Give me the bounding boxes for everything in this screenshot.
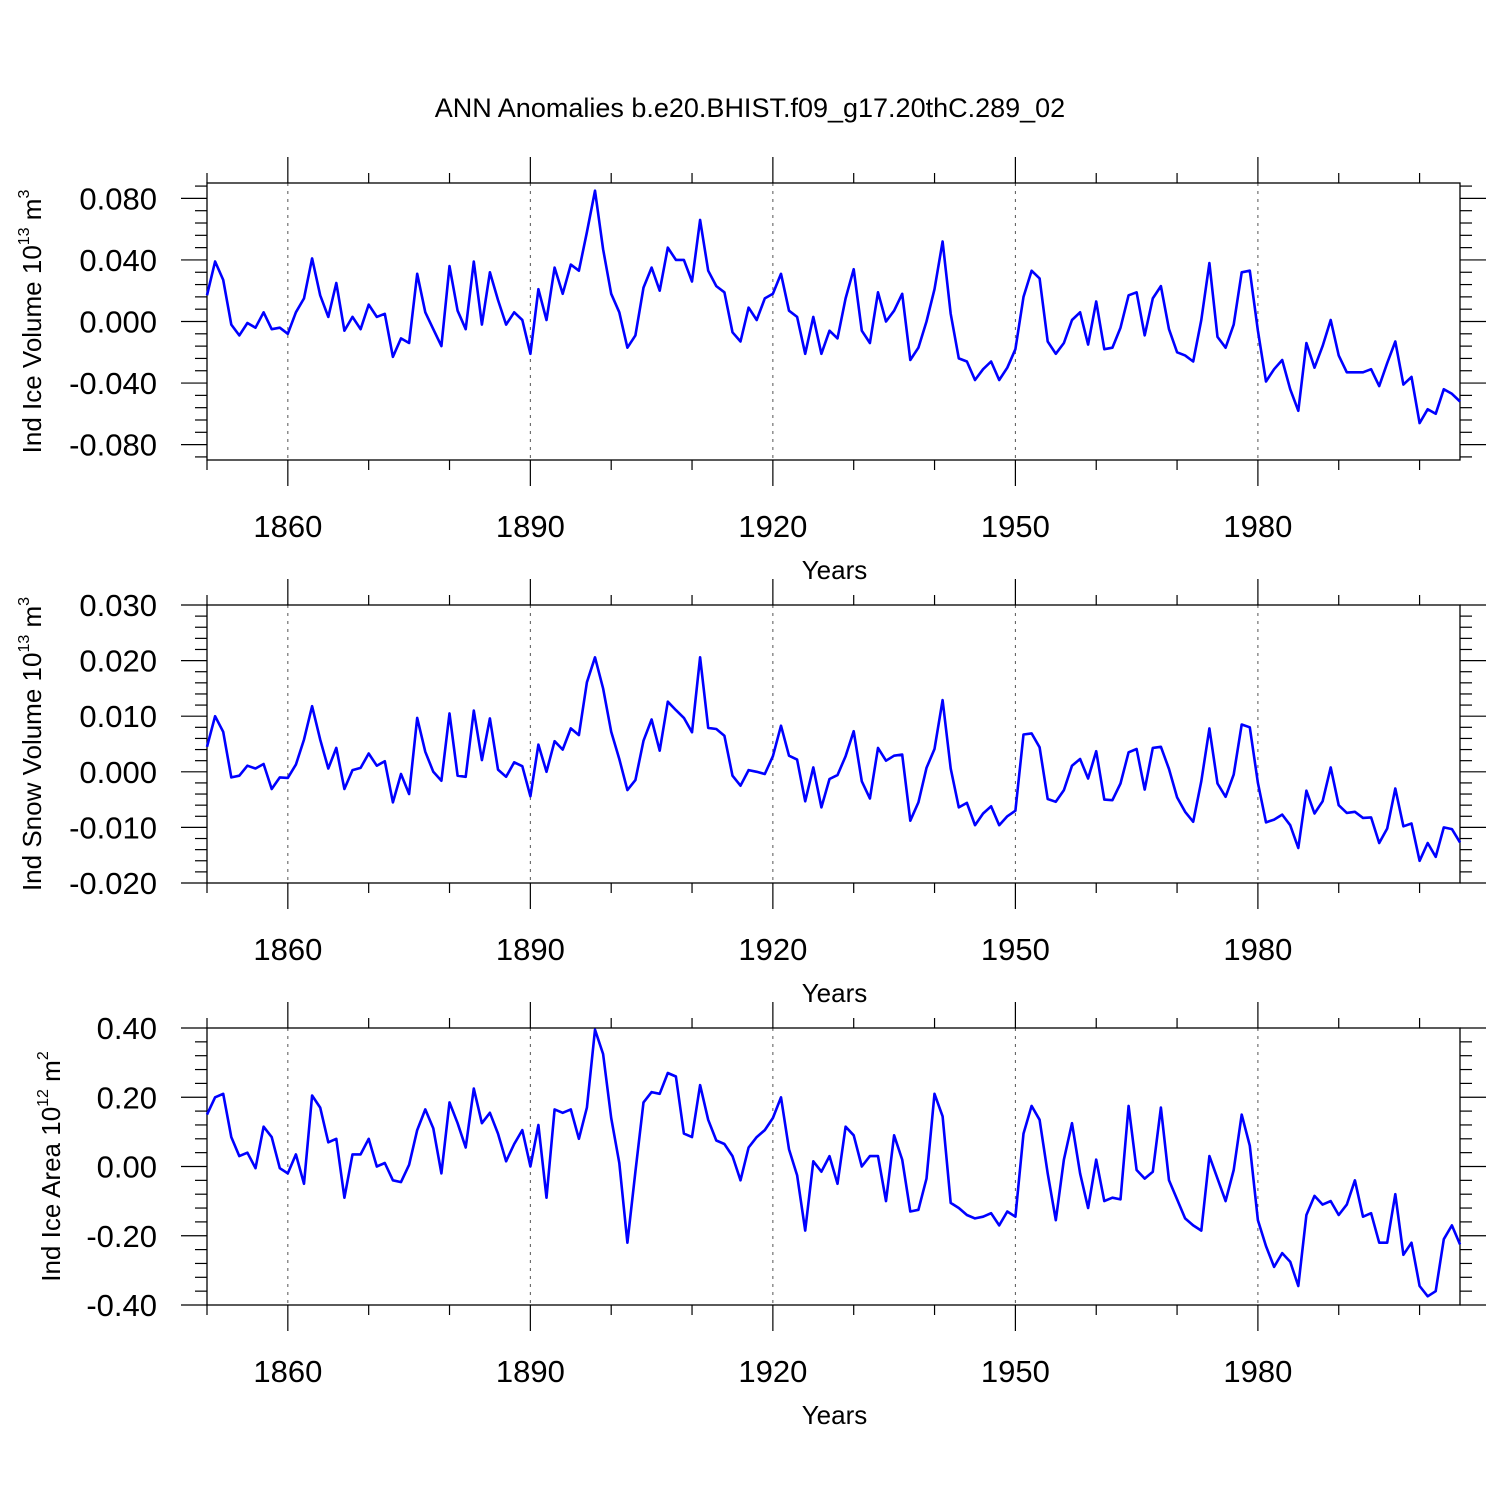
x-tick-label: 1950	[981, 932, 1050, 967]
x-tick-label: 1920	[738, 1354, 807, 1389]
y-tick-label: 0.020	[79, 644, 157, 679]
x-tick-label: 1890	[496, 509, 565, 544]
chart-title: ANN Anomalies b.e20.BHIST.f09_g17.20thC.…	[434, 93, 1066, 123]
y-tick-label: -0.20	[86, 1219, 157, 1254]
plot-frame	[206, 182, 1461, 461]
y-tick-label: -0.040	[69, 366, 157, 401]
y-tick-label: 0.030	[79, 588, 157, 623]
x-tick-label: 1860	[253, 932, 322, 967]
x-tick-label: 1920	[738, 932, 807, 967]
x-tick-label: 1950	[981, 1354, 1050, 1389]
y-tick-label: 0.20	[97, 1080, 157, 1115]
plot-frame	[206, 604, 1461, 884]
panel-ice-area: 0.40 0.20 0.00 -0.20 -0.40 1860 1890 1920 1950 19…	[35, 1002, 1486, 1430]
series-line	[205, 655, 1462, 863]
x-axis-title: Years	[802, 978, 868, 1008]
y-axis-title: Ind Ice Volume 1013 m3	[16, 190, 47, 454]
x-tick-label: 1950	[981, 509, 1050, 544]
y-axis-title: Ind Ice Area 1012 m2	[35, 1051, 66, 1282]
y-tick-label: -0.080	[69, 428, 157, 463]
x-tick-label: 1980	[1223, 509, 1292, 544]
series-line	[205, 1028, 1462, 1298]
x-tick-label: 1980	[1223, 1354, 1292, 1389]
y-tick-label: 0.000	[79, 755, 157, 790]
x-tick-label: 1890	[496, 932, 565, 967]
panel-snow-volume: 0.030 0.020 0.010 0.000 -0.010 -0.020 1860 1890…	[16, 579, 1486, 1008]
y-tick-label: 0.040	[79, 243, 157, 278]
y-tick-label: -0.010	[69, 810, 157, 845]
y-tick-label: 0.000	[79, 305, 157, 340]
x-tick-label: 1890	[496, 1354, 565, 1389]
y-tick-label: 0.010	[79, 699, 157, 734]
x-tick-label: 1980	[1223, 932, 1292, 967]
series-line	[205, 189, 1461, 425]
x-axis-title: Years	[802, 555, 868, 585]
y-axis-title: Ind Snow Volume 1013 m3	[16, 597, 47, 891]
y-tick-label: 0.080	[79, 181, 157, 216]
x-axis-title: Years	[802, 1400, 868, 1430]
x-tick-label: 1920	[738, 509, 807, 544]
x-tick-label: 1860	[253, 509, 322, 544]
x-tick-label: 1860	[253, 1354, 322, 1389]
panel-ice-volume: 0.080 0.040 0.000 -0.040 -0.080 1860 1890 1920 1…	[16, 157, 1486, 585]
y-tick-label: 0.40	[97, 1011, 157, 1046]
y-tick-label: 0.00	[97, 1150, 157, 1185]
y-tick-label: -0.020	[69, 866, 157, 901]
y-tick-label: -0.40	[86, 1288, 157, 1323]
